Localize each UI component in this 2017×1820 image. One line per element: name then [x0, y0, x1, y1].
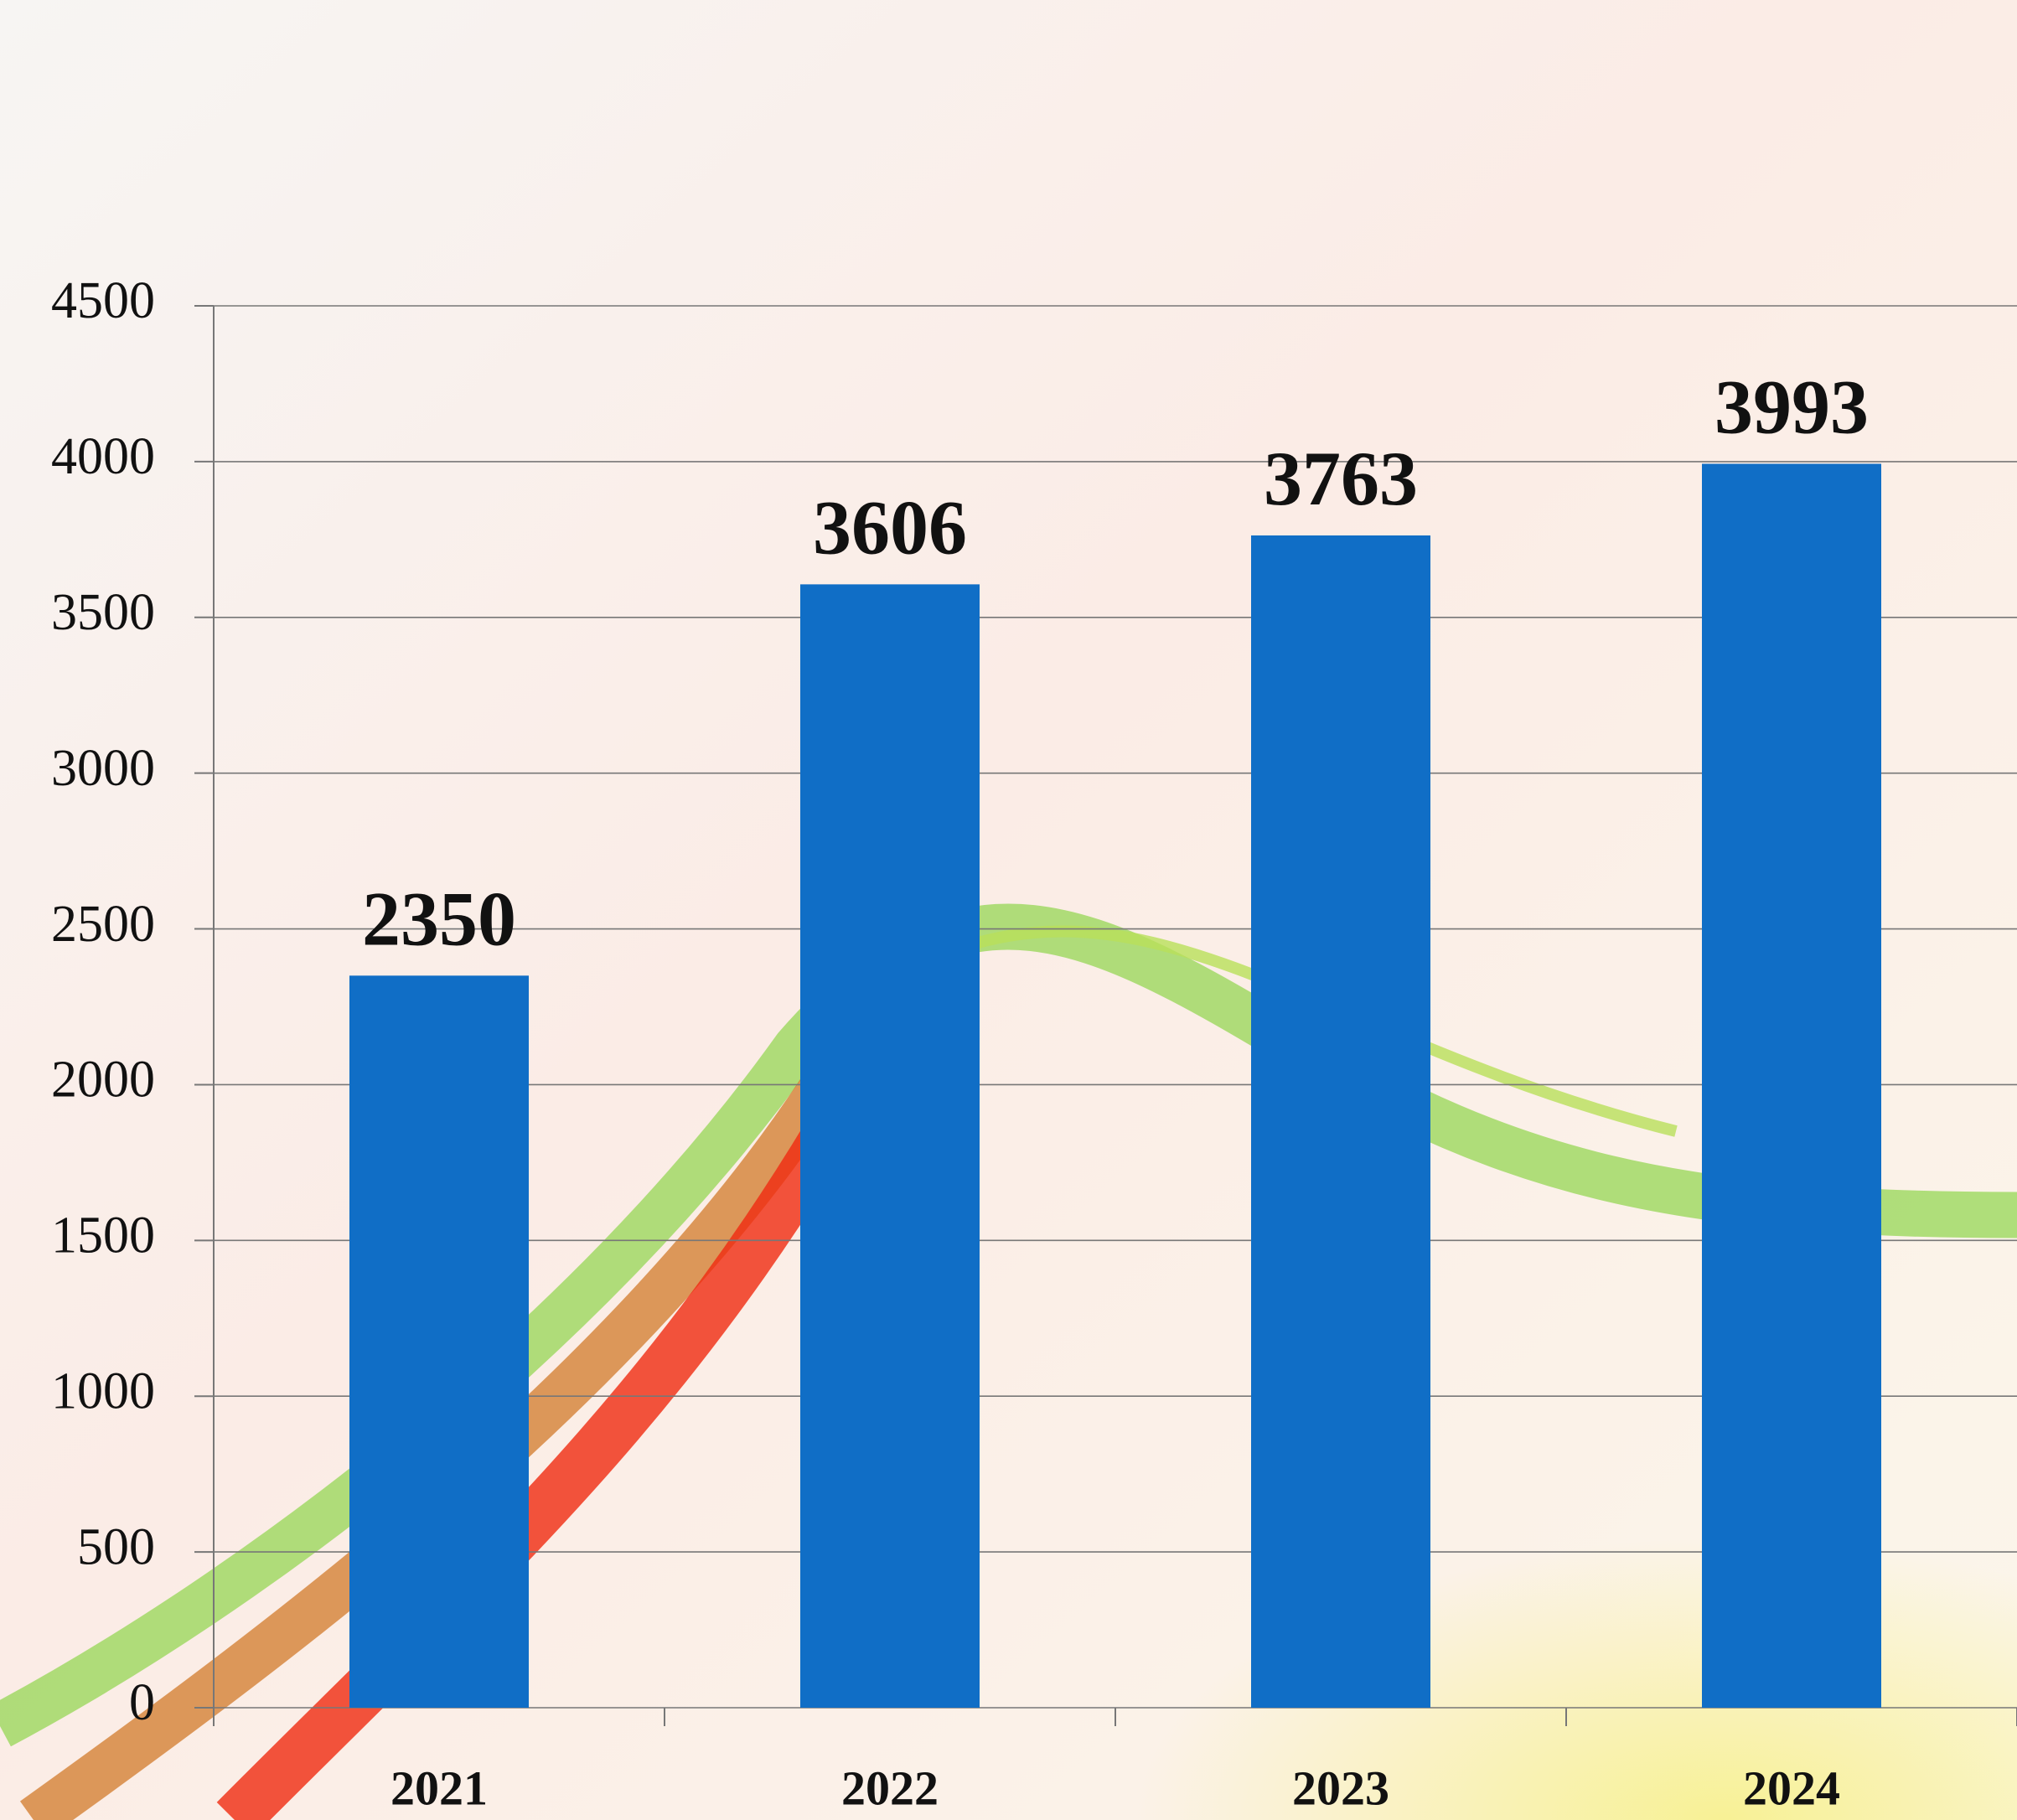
value-label: 3606	[813, 484, 967, 570]
y-tick-label: 4500	[51, 272, 155, 329]
y-tick-label: 0	[129, 1674, 155, 1731]
x-tick-label: 2023	[1292, 1761, 1389, 1815]
y-tick-label: 2000	[51, 1052, 155, 1109]
x-tick-label: 2022	[841, 1761, 939, 1815]
chart: 0 500 1000 1500 2000 2500 3000 3500 4000 4500 2021…	[0, 0, 2017, 1820]
y-tick-label: 2500	[51, 896, 155, 953]
y-tick-label: 1500	[51, 1207, 155, 1264]
value-label: 3763	[1264, 436, 1418, 521]
value-label: 3993	[1714, 365, 1869, 450]
x-tick-label: 2021	[390, 1761, 488, 1815]
value-label: 2350	[362, 876, 516, 961]
bar	[800, 584, 980, 1708]
y-tick-label: 1000	[51, 1362, 155, 1419]
y-tick-label: 3500	[51, 584, 155, 641]
y-tick-label: 500	[77, 1518, 155, 1575]
bar	[1251, 535, 1430, 1708]
y-tick-label: 3000	[51, 740, 155, 797]
x-tick-label: 2024	[1743, 1761, 1840, 1815]
bar	[349, 975, 529, 1708]
y-tick-label: 4000	[51, 428, 155, 485]
bar	[1702, 463, 1881, 1708]
